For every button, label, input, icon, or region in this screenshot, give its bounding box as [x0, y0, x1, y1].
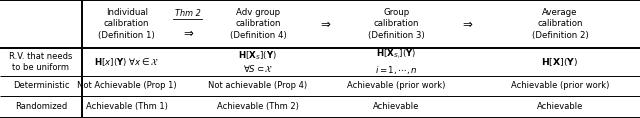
Text: Achievable (Thm 1): Achievable (Thm 1)	[86, 102, 168, 111]
Text: Group
calibration
(Definition 3): Group calibration (Definition 3)	[368, 8, 424, 40]
Text: R.V. that needs
to be uniform: R.V. that needs to be uniform	[9, 52, 73, 72]
Text: Randomized: Randomized	[15, 102, 67, 111]
Text: $\Rightarrow$: $\Rightarrow$	[180, 26, 195, 39]
Text: Deterministic: Deterministic	[13, 81, 69, 90]
Text: $\Rightarrow$: $\Rightarrow$	[318, 17, 332, 30]
Text: $\mathbf{H}[\mathbf{X}](\mathbf{Y})$: $\mathbf{H}[\mathbf{X}](\mathbf{Y})$	[541, 56, 579, 68]
Text: $\mathbf{H}[\mathbf{X}_S](\mathbf{Y})$
$\forall S \subset \mathcal{X}$: $\mathbf{H}[\mathbf{X}_S](\mathbf{Y})$ $…	[239, 49, 277, 74]
Text: Achievable: Achievable	[373, 102, 419, 111]
Text: $\mathbf{H}[x](\mathbf{Y})\ \forall x \in \mathcal{X}$: $\mathbf{H}[x](\mathbf{Y})\ \forall x \i…	[94, 56, 159, 68]
Text: Achievable (prior work): Achievable (prior work)	[511, 81, 609, 90]
Text: Not achievable (Prop 4): Not achievable (Prop 4)	[209, 81, 307, 90]
Text: Adv group
calibration
(Definition 4): Adv group calibration (Definition 4)	[230, 8, 286, 40]
Text: Thm 2: Thm 2	[175, 9, 200, 18]
Text: Average
calibration
(Definition 2): Average calibration (Definition 2)	[532, 8, 588, 40]
Text: Achievable: Achievable	[537, 102, 583, 111]
Text: $\mathbf{H}[\mathbf{X}_{S_i}](\mathbf{Y})$
$i = 1, \cdots, n$: $\mathbf{H}[\mathbf{X}_{S_i}](\mathbf{Y}…	[375, 48, 417, 76]
Text: Not Achievable (Prop 1): Not Achievable (Prop 1)	[77, 81, 177, 90]
Text: $\Rightarrow$: $\Rightarrow$	[460, 17, 474, 30]
Text: Individual
calibration
(Definition 1): Individual calibration (Definition 1)	[99, 8, 155, 40]
Text: Achievable (prior work): Achievable (prior work)	[347, 81, 445, 90]
Text: Achievable (Thm 2): Achievable (Thm 2)	[217, 102, 299, 111]
